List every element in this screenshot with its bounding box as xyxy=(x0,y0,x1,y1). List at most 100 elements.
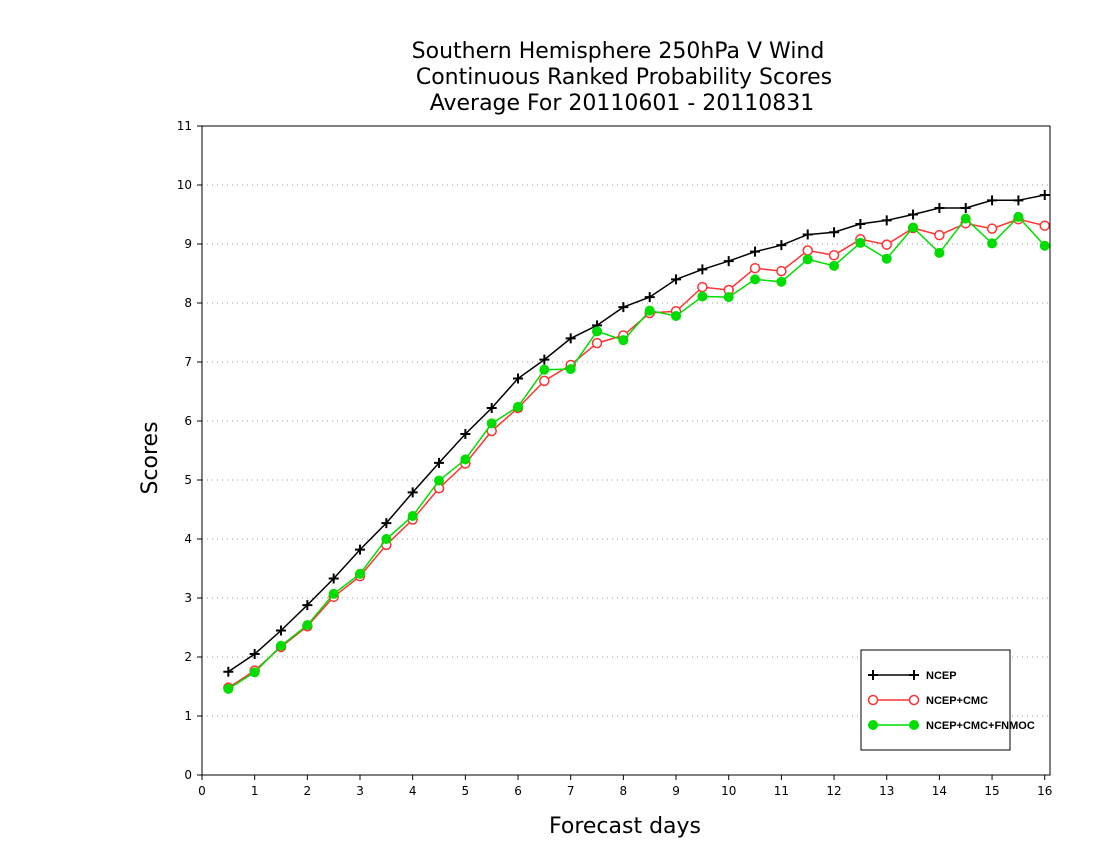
data-point-ncep xyxy=(276,625,287,636)
data-point-ncep xyxy=(302,600,313,611)
legend-marker-ncep-cmc xyxy=(908,694,920,706)
data-point-ncep-cmc-fnmoc xyxy=(697,291,708,302)
x-tick-label: 7 xyxy=(567,784,575,798)
legend-label-ncep: NCEP xyxy=(926,670,957,682)
data-point-ncep-cmc-fnmoc xyxy=(776,276,787,287)
x-tick-label: 11 xyxy=(774,784,789,798)
x-tick-label: 1 xyxy=(251,784,259,798)
data-point-ncep-cmc xyxy=(591,337,603,349)
legend-marker-ncep-cmc xyxy=(867,694,879,706)
data-point-ncep-cmc xyxy=(776,265,787,277)
data-point-ncep-cmc-fnmoc xyxy=(908,222,919,233)
x-tick-label: 9 xyxy=(672,784,680,798)
data-point-ncep-cmc-fnmoc xyxy=(618,335,629,346)
x-tick-label: 0 xyxy=(198,784,206,798)
data-point-ncep xyxy=(407,487,418,498)
chart-title-line-1: Southern Hemisphere 250hPa V Wind xyxy=(412,39,825,64)
data-point-ncep-cmc-fnmoc xyxy=(960,213,971,224)
data-point-ncep xyxy=(539,354,550,365)
data-point-ncep xyxy=(355,544,366,555)
y-tick-label: 2 xyxy=(184,650,192,664)
data-point-ncep-cmc-fnmoc xyxy=(302,620,313,631)
data-point-ncep-cmc xyxy=(828,249,840,261)
data-point-ncep xyxy=(697,264,708,275)
data-point-ncep xyxy=(881,215,892,226)
y-tick-label: 3 xyxy=(184,591,192,605)
y-tick-label: 7 xyxy=(184,355,192,369)
y-tick-label: 4 xyxy=(184,532,192,546)
series-ncep-cmc xyxy=(223,213,1050,693)
data-point-ncep xyxy=(644,292,655,303)
data-point-ncep xyxy=(829,227,840,238)
data-point-ncep-cmc-fnmoc xyxy=(855,237,866,248)
data-point-ncep-cmc-fnmoc xyxy=(328,588,339,599)
x-axis-label: Forecast days xyxy=(549,814,701,839)
data-point-ncep-cmc-fnmoc xyxy=(592,326,603,337)
x-tick-label: 10 xyxy=(721,784,736,798)
data-point-ncep-cmc-fnmoc xyxy=(565,364,576,375)
data-point-ncep-cmc xyxy=(934,229,945,241)
y-tick-label: 5 xyxy=(184,473,192,487)
data-point-ncep-cmc xyxy=(697,281,708,293)
data-point-ncep-cmc-fnmoc xyxy=(723,292,734,303)
x-tick-label: 8 xyxy=(620,784,628,798)
data-point-ncep-cmc-fnmoc xyxy=(539,364,550,375)
data-point-ncep-cmc-fnmoc xyxy=(671,310,682,321)
data-point-ncep-cmc xyxy=(986,223,998,234)
series-line-ncep-cmc-fnmoc xyxy=(227,215,1046,690)
data-point-ncep-cmc-fnmoc xyxy=(987,238,998,249)
data-point-ncep-cmc xyxy=(881,239,892,250)
data-point-ncep xyxy=(723,256,734,267)
data-point-ncep xyxy=(960,203,971,214)
data-point-ncep-cmc xyxy=(1039,220,1050,231)
x-tick-label: 14 xyxy=(932,784,947,798)
x-tick-label: 16 xyxy=(1037,784,1052,798)
series-layer xyxy=(223,190,1050,694)
data-point-ncep xyxy=(671,274,682,285)
data-point-ncep-cmc-fnmoc xyxy=(644,305,655,316)
data-point-ncep xyxy=(328,573,339,584)
data-point-ncep xyxy=(776,240,787,251)
data-point-ncep-cmc-fnmoc xyxy=(934,247,945,258)
data-point-ncep xyxy=(434,457,445,468)
legend-label-ncep-cmc-fnmoc: NCEP+CMC+FNMOC xyxy=(926,720,1035,732)
data-point-ncep-cmc-fnmoc xyxy=(486,418,497,429)
data-point-ncep xyxy=(750,246,761,257)
data-point-ncep-cmc xyxy=(749,262,761,274)
legend-marker-ncep-cmc-fnmoc xyxy=(909,720,919,730)
y-axis-label: Scores xyxy=(138,421,163,494)
data-point-ncep xyxy=(565,333,576,344)
data-point-ncep xyxy=(1013,195,1024,206)
data-point-ncep xyxy=(249,649,260,660)
y-tick-label: 0 xyxy=(184,768,192,782)
x-tick-label: 2 xyxy=(304,784,312,798)
plot-frame xyxy=(201,125,1051,776)
legend-marker-ncep-cmc-fnmoc xyxy=(868,720,878,730)
data-point-ncep-cmc-fnmoc xyxy=(276,640,287,651)
chart-title-line-2: Continuous Ranked Probability Scores xyxy=(416,65,832,90)
data-point-ncep-cmc-fnmoc xyxy=(1039,240,1050,251)
y-tick-label: 9 xyxy=(184,237,192,251)
legend-label-ncep-cmc: NCEP+CMC xyxy=(926,695,988,707)
data-point-ncep-cmc xyxy=(802,245,813,256)
data-point-ncep xyxy=(513,373,524,384)
data-point-ncep-cmc-fnmoc xyxy=(434,475,445,486)
data-point-ncep-cmc-fnmoc xyxy=(1013,211,1024,222)
data-point-ncep xyxy=(855,218,866,229)
y-tick-label: 11 xyxy=(177,119,192,133)
data-point-ncep-cmc-fnmoc xyxy=(223,683,234,694)
data-point-ncep xyxy=(1039,190,1050,201)
data-point-ncep xyxy=(934,203,945,214)
data-point-ncep-cmc-fnmoc xyxy=(829,260,840,271)
data-point-ncep xyxy=(486,403,497,414)
series-line-ncep-cmc xyxy=(227,218,1045,689)
x-tick-label: 5 xyxy=(462,784,470,798)
data-point-ncep xyxy=(908,209,919,220)
data-point-ncep-cmc-fnmoc xyxy=(249,667,260,678)
legend-marker-ncep xyxy=(909,670,919,680)
x-tick-label: 4 xyxy=(409,784,417,798)
x-tick-label: 3 xyxy=(356,784,364,798)
data-point-ncep-cmc-fnmoc xyxy=(460,454,471,465)
